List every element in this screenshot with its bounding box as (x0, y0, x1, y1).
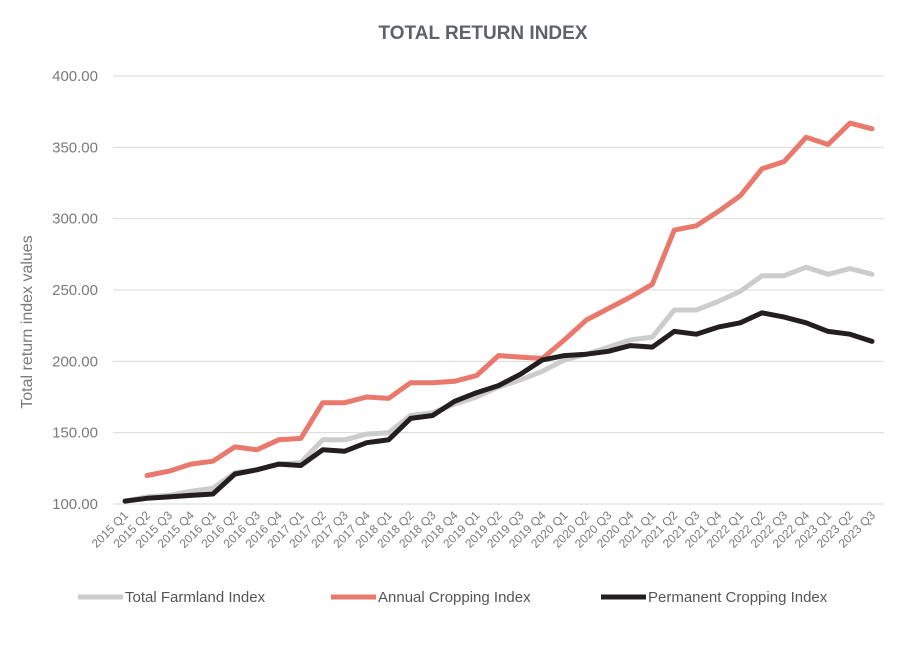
series-line-permanent-cropping-index (122, 310, 875, 504)
y-tick-label: 350.00 (52, 139, 98, 156)
y-axis-ticks: 100.00 150.00 200.00 250.00 300.00 350.00 400.… (52, 68, 98, 513)
gridlines (113, 75, 884, 505)
y-tick-label: 200.00 (52, 353, 98, 370)
legend-label: Permanent Cropping Index (648, 589, 828, 606)
legend-label: Total Farmland Index (125, 589, 266, 606)
y-tick-label: 100.00 (52, 496, 98, 513)
y-tick-label: 250.00 (52, 282, 98, 299)
y-tick-label: 150.00 (52, 425, 98, 442)
chart-title: TOTAL RETURN INDEX (378, 23, 587, 44)
y-tick-label: 400.00 (52, 68, 98, 85)
series-line-annual-cropping-index (144, 120, 875, 478)
legend: Total Farmland Index Annual Cropping Inde… (78, 589, 828, 606)
series-lines (122, 120, 875, 504)
y-tick-label: 300.00 (52, 211, 98, 228)
y-axis-label: Total return index values (19, 235, 36, 408)
legend-label: Annual Cropping Index (378, 589, 531, 606)
